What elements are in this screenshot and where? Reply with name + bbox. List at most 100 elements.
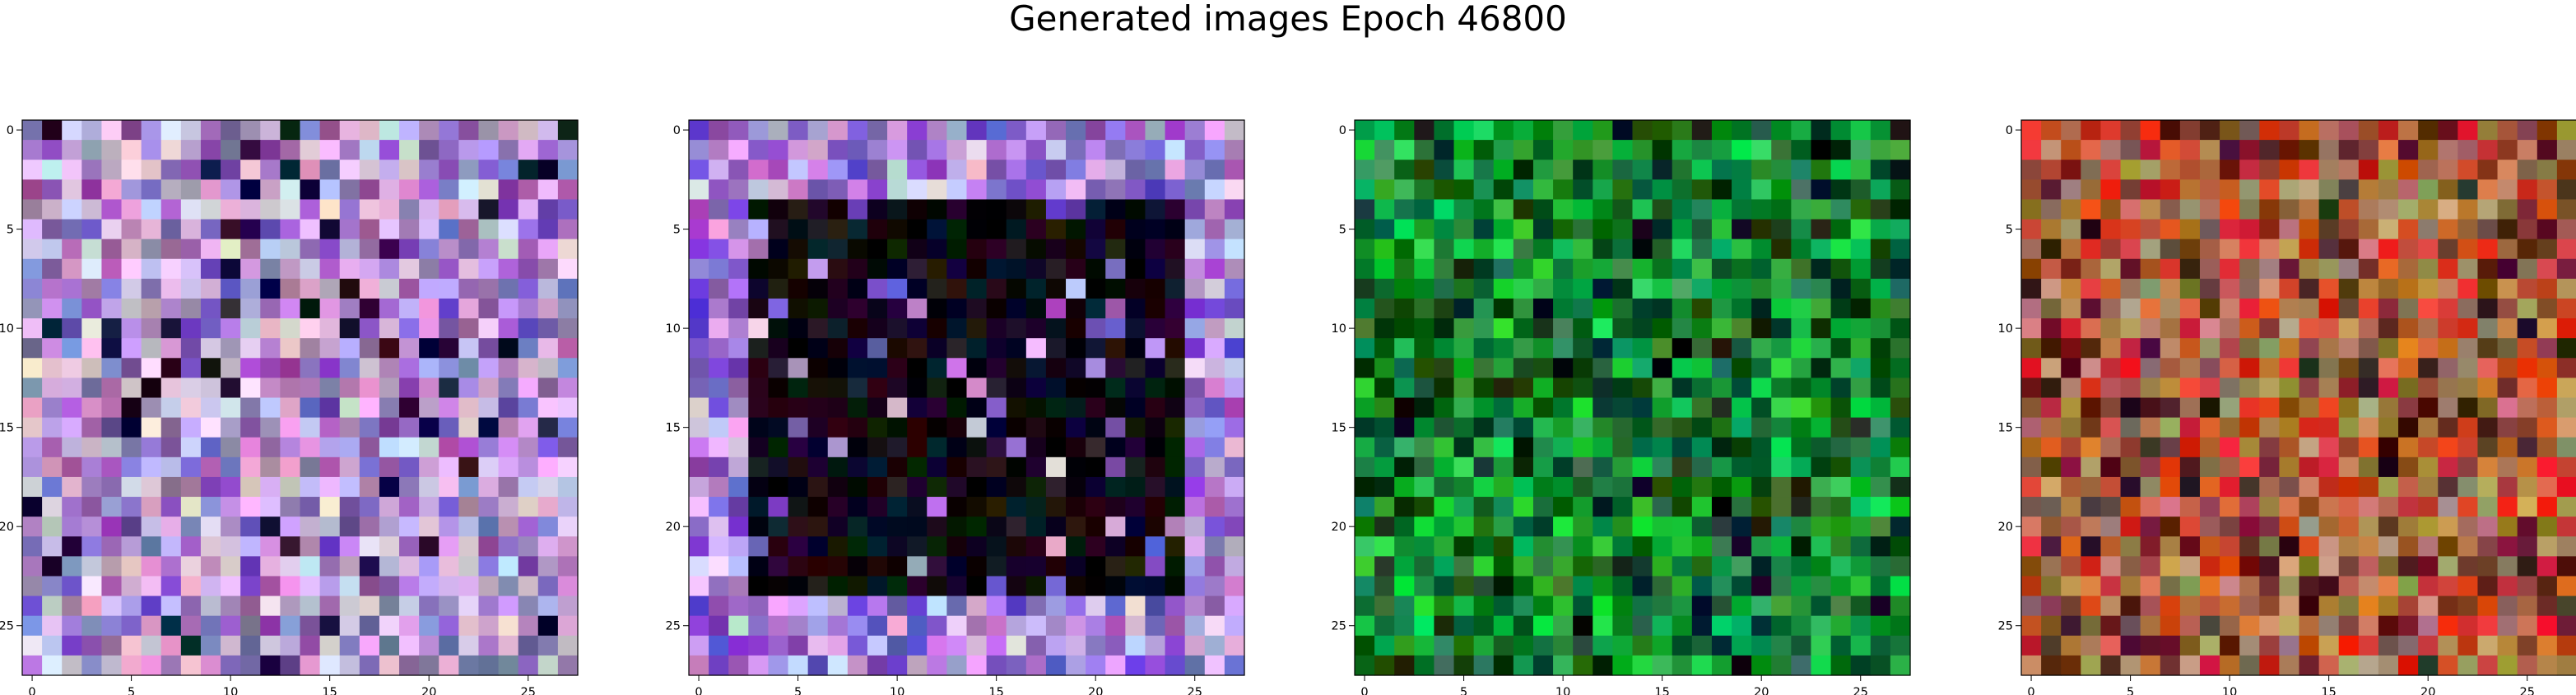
pixel-cell xyxy=(81,417,103,438)
pixel-cell xyxy=(1473,258,1495,280)
pixel-cell xyxy=(709,378,729,399)
pixel-cell xyxy=(1870,595,1891,617)
pixel-cell xyxy=(2279,160,2300,180)
pixel-cell xyxy=(2041,536,2062,557)
pixel-cell xyxy=(1453,655,1475,676)
pixel-cell xyxy=(946,239,968,260)
pixel-cell xyxy=(1493,397,1514,419)
pixel-cell xyxy=(1165,595,1186,617)
pixel-cell xyxy=(141,635,162,656)
pixel-cell xyxy=(2358,318,2379,339)
pixel-cell xyxy=(2358,476,2379,498)
pixel-cell xyxy=(200,397,221,419)
pixel-cell xyxy=(827,536,849,557)
pixel-cell xyxy=(927,417,947,438)
pixel-cell xyxy=(2338,517,2360,537)
pixel-cell xyxy=(768,120,789,141)
pixel-cell xyxy=(2457,536,2479,557)
pixel-cell xyxy=(1791,258,1812,280)
pixel-cell xyxy=(1732,456,1752,478)
pixel-cell xyxy=(221,576,241,597)
pixel-cell xyxy=(1573,497,1593,517)
pixel-cell xyxy=(2438,655,2458,676)
pixel-cell xyxy=(1532,219,1554,240)
pixel-cell xyxy=(200,358,221,378)
pixel-cell xyxy=(1025,595,1047,617)
pixel-cell xyxy=(280,635,301,656)
pixel-cell xyxy=(1652,635,1673,656)
pixel-cell xyxy=(689,595,709,617)
pixel-cell xyxy=(1751,298,1772,319)
pixel-cell xyxy=(81,497,103,517)
pixel-cell xyxy=(1453,199,1475,220)
pixel-cell xyxy=(907,239,928,260)
pixel-cell xyxy=(1632,338,1653,359)
pixel-cell xyxy=(498,476,519,498)
pixel-cell xyxy=(2536,417,2558,438)
pixel-cell xyxy=(1493,437,1514,458)
pixel-cell xyxy=(2517,476,2538,498)
pixel-cell xyxy=(180,437,202,458)
pixel-cell xyxy=(1125,397,1146,419)
pixel-cell xyxy=(2438,615,2458,637)
pixel-cell xyxy=(1652,179,1673,201)
pixel-cell xyxy=(709,536,729,557)
pixel-cell xyxy=(1691,258,1713,280)
pixel-cell xyxy=(1434,358,1455,378)
pixel-cell xyxy=(1711,219,1732,240)
pixel-cell xyxy=(907,576,928,597)
pixel-cell xyxy=(1573,179,1593,201)
pixel-cell xyxy=(121,239,142,260)
pixel-cell xyxy=(1184,140,1206,160)
pixel-cell xyxy=(1045,655,1067,676)
pixel-cell xyxy=(2358,456,2379,478)
pixel-cell xyxy=(379,318,400,339)
pixel-cell xyxy=(2279,635,2300,656)
pixel-cell xyxy=(1414,456,1435,478)
pixel-cell xyxy=(121,536,142,557)
pixel-cell xyxy=(221,219,241,240)
pixel-cell xyxy=(101,160,123,180)
pixel-cell xyxy=(2299,655,2320,676)
pixel-cell xyxy=(927,278,947,299)
pixel-cell xyxy=(359,378,380,399)
pixel-cell xyxy=(2398,635,2419,656)
pixel-cell xyxy=(498,358,519,378)
pixel-cell xyxy=(101,278,123,299)
pixel-cell xyxy=(709,278,729,299)
pixel-cell xyxy=(339,655,360,676)
pixel-cell xyxy=(2497,456,2518,478)
pixel-cell xyxy=(1711,497,1732,517)
pixel-cell xyxy=(986,219,1007,240)
pixel-cell xyxy=(518,160,539,180)
pixel-cell xyxy=(2061,278,2081,299)
pixel-cell xyxy=(2477,318,2499,339)
pixel-cell xyxy=(2220,278,2240,299)
pixel-cell xyxy=(1771,536,1792,557)
pixel-cell xyxy=(907,338,928,359)
pixel-cell xyxy=(2536,615,2558,637)
pixel-cell xyxy=(2120,417,2141,438)
pixel-cell xyxy=(847,358,868,378)
pixel-cell xyxy=(748,219,770,240)
pixel-cell xyxy=(2536,219,2558,240)
pixel-cell xyxy=(1593,615,1613,637)
pixel-cell xyxy=(1493,239,1514,260)
pixel-cell xyxy=(2299,456,2320,478)
pixel-cell xyxy=(1612,556,1634,577)
pixel-cell xyxy=(300,397,321,419)
pixel-cell xyxy=(319,258,341,280)
pixel-cell xyxy=(1165,278,1186,299)
pixel-cell xyxy=(2279,278,2300,299)
pixel-cell xyxy=(1224,258,1245,280)
pixel-cell xyxy=(180,517,202,537)
pixel-cell xyxy=(2021,219,2042,240)
pixel-cell xyxy=(1532,417,1554,438)
pixel-cell xyxy=(2220,338,2240,359)
pixel-cell xyxy=(2338,318,2360,339)
pixel-cell xyxy=(2457,615,2479,637)
pixel-cell xyxy=(101,120,123,141)
pixel-cell xyxy=(1850,536,1872,557)
pixel-cell xyxy=(2259,318,2280,339)
pixel-cell xyxy=(1066,199,1086,220)
